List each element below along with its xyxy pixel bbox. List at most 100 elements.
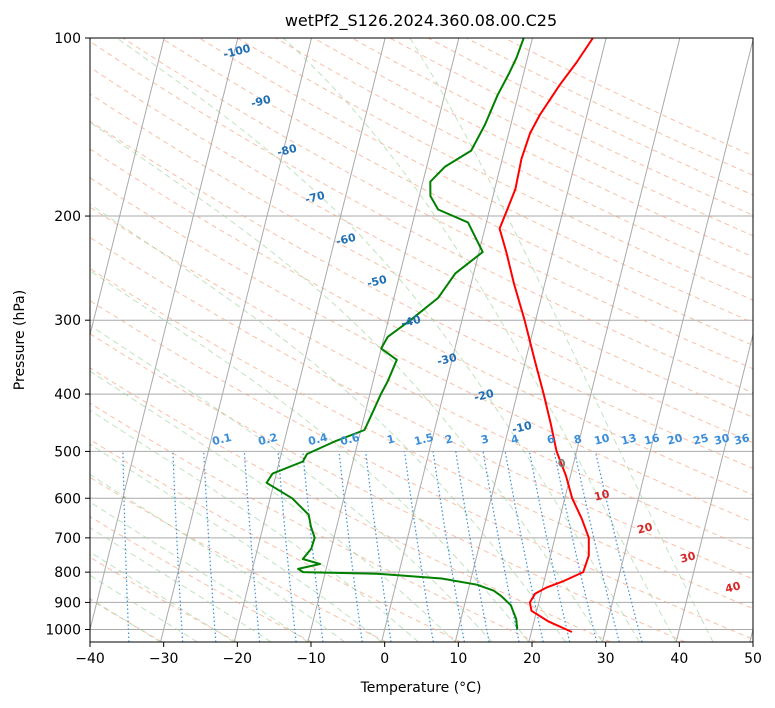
- mixing-ratio-line: [528, 451, 571, 642]
- dry-adiabat-label: -50: [366, 273, 389, 291]
- isobar-gridlines: [90, 38, 753, 630]
- dry-adiabat-label: -70: [304, 189, 327, 207]
- y-tick-label: 600: [54, 491, 81, 507]
- dry-adiabat-line: [90, 598, 163, 642]
- mixing-ratio-label: 16: [643, 431, 661, 447]
- dry-adiabat-line: [90, 476, 387, 642]
- mixing-ratio-line: [302, 451, 324, 642]
- dry-adiabat-line: [90, 66, 753, 418]
- mixing-ratio-label: 0.4: [307, 431, 329, 448]
- mixing-ratio-label: 0.2: [257, 431, 279, 448]
- mixing-ratio-label: 4: [510, 432, 521, 447]
- dry-adiabat-label: 40: [724, 579, 742, 595]
- mixing-ratio-line: [504, 451, 544, 642]
- isotherm-line: [528, 38, 681, 642]
- profile-lines: [265, 38, 594, 633]
- y-tick-label: 500: [54, 444, 81, 460]
- mixing-ratio-lines: [122, 451, 643, 642]
- chart-title: wetPf2_S126.2024.360.08.00.C25: [285, 11, 557, 31]
- moist-adiabat-line: [90, 443, 382, 642]
- moist-adiabat-line: [282, 38, 677, 642]
- dry-adiabat-line: [90, 236, 753, 580]
- isotherm-line: [381, 38, 533, 642]
- isotherm-line: [454, 38, 607, 642]
- x-tick-label: 40: [670, 651, 688, 667]
- x-axis-ticks: −40 −30 −20 −10 0 10 20 30 40 50: [75, 642, 762, 667]
- x-tick-label: −10: [296, 651, 326, 667]
- temperature-line: [498, 38, 594, 633]
- isotherm-line: [233, 38, 386, 642]
- isotherm-line: [675, 332, 753, 642]
- mixing-ratio-label: 30: [713, 431, 731, 447]
- y-axis-ticks: 100 200 300 400 500 600 700 800 900 1000: [45, 31, 90, 638]
- mixing-ratio-line: [432, 451, 465, 642]
- moist-adiabat-line: [90, 270, 530, 642]
- y-tick-label: 900: [54, 595, 81, 611]
- mixing-ratio-label: 13: [620, 431, 638, 447]
- moist-adiabat-line: [90, 121, 603, 642]
- dry-adiabat-label: 10: [593, 487, 611, 503]
- mixing-ratio-line: [403, 451, 434, 642]
- moist-adiabat-line: [409, 38, 714, 642]
- y-tick-label: 700: [54, 531, 81, 547]
- isotherm-line: [90, 38, 165, 337]
- y-tick-label: 300: [54, 313, 81, 329]
- mixing-ratio-label: 20: [666, 431, 684, 447]
- mixing-ratio-label: 1.5: [413, 431, 435, 448]
- x-tick-label: −30: [149, 651, 179, 667]
- dry-adiabats: [90, 38, 753, 642]
- dry-adiabat-line: [90, 367, 611, 642]
- dry-adiabat-label: -90: [250, 93, 273, 111]
- y-axis-label: Pressure (hPa): [12, 290, 28, 390]
- dry-adiabat-line: [237, 38, 753, 301]
- dry-adiabat-label: -20: [473, 387, 496, 405]
- isotherm-line: [307, 38, 460, 642]
- dry-adiabat-line: [90, 556, 238, 642]
- x-tick-label: 20: [523, 651, 541, 667]
- mixing-ratio-line: [277, 451, 297, 642]
- moist-adiabat-line: [90, 474, 345, 642]
- mixing-ratio-line: [574, 451, 620, 642]
- mixing-ratio-label: 36: [733, 431, 751, 447]
- mixing-ratio-label: 0.6: [339, 431, 361, 448]
- mixing-ratio-label: 25: [692, 431, 710, 447]
- dry-adiabat-label: -30: [436, 351, 459, 369]
- plot-frame: [89, 37, 754, 643]
- mixing-ratio-label: 1: [386, 432, 397, 446]
- dry-adiabat-label: -80: [276, 142, 299, 160]
- plot-area: -100-90-80-70-60-50-40-30-20-10010203040…: [90, 38, 753, 642]
- adiabat-labels: -100-90-80-70-60-50-40-30-20-10010203040…: [211, 42, 751, 596]
- dry-adiabat-line: [90, 177, 753, 523]
- dry-adiabat-label: 20: [636, 520, 654, 536]
- moist-adiabat-line: [90, 370, 456, 642]
- dry-adiabat-line: [90, 439, 462, 642]
- mixing-ratio-label: 3: [480, 432, 491, 446]
- dry-adiabat-line: [90, 333, 686, 642]
- moist-adiabat-line: [90, 409, 419, 642]
- isotherm-line: [602, 38, 753, 642]
- dry-adiabat-label: 0: [557, 456, 568, 471]
- moist-adiabat-line: [116, 38, 640, 642]
- skewed-isotherms: [90, 38, 753, 642]
- dry-adiabat-line: [90, 120, 753, 469]
- y-tick-label: 800: [54, 565, 81, 581]
- mixing-ratio-line: [338, 451, 363, 642]
- y-tick-label: 1000: [45, 622, 81, 638]
- dry-adiabat-label: 30: [679, 549, 697, 565]
- x-axis-label: Temperature (°C): [360, 680, 482, 696]
- x-tick-label: 0: [380, 651, 389, 667]
- moist-adiabats: [90, 38, 714, 642]
- x-tick-label: −40: [75, 651, 105, 667]
- dry-adiabat-label: -10: [511, 419, 534, 437]
- y-tick-label: 200: [54, 209, 81, 225]
- isotherm-line: [90, 38, 239, 632]
- dry-adiabat-line: [90, 206, 753, 551]
- dry-adiabat-label: -60: [335, 231, 358, 249]
- dry-adiabat-label: -40: [400, 313, 423, 331]
- y-tick-label: 100: [54, 31, 81, 47]
- dry-adiabat-line: [90, 148, 753, 496]
- y-tick-label: 400: [54, 387, 81, 403]
- isotherm-line: [160, 38, 312, 642]
- mixing-ratio-line: [365, 451, 392, 642]
